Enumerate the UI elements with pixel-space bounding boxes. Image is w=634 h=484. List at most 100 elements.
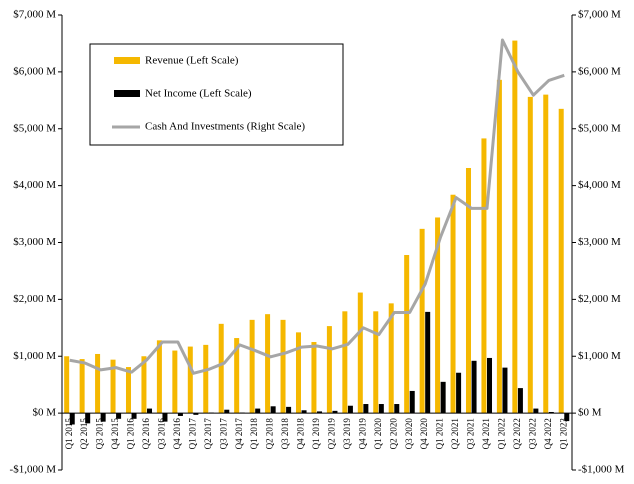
bar xyxy=(218,323,224,414)
bar xyxy=(533,408,539,414)
bar xyxy=(317,411,323,414)
bar xyxy=(517,388,523,414)
bar xyxy=(147,408,153,414)
x-tick-label: Q1 2018 xyxy=(249,418,259,450)
x-tick-label: Q3 2015 xyxy=(95,418,105,450)
bar xyxy=(419,228,425,414)
x-tick-label: Q3 2017 xyxy=(218,418,228,450)
bar xyxy=(255,408,261,414)
x-tick-label: Q1 2023 xyxy=(558,418,568,450)
bar xyxy=(347,405,353,414)
bar xyxy=(404,255,410,414)
x-tick-label: Q1 2017 xyxy=(187,418,197,450)
bar xyxy=(85,413,91,424)
y2-tick-label: $3,000 M xyxy=(578,236,621,248)
legend-swatch xyxy=(114,90,140,97)
bar xyxy=(342,311,348,414)
x-tick-label: Q4 2018 xyxy=(296,418,306,450)
bar xyxy=(125,367,131,414)
x-tick-label: Q2 2016 xyxy=(141,418,151,450)
bar xyxy=(425,311,431,414)
bar xyxy=(496,79,502,414)
x-tick-label: Q3 2018 xyxy=(280,418,290,450)
bar xyxy=(373,311,379,414)
x-tick-label: Q1 2022 xyxy=(497,418,507,449)
x-tick-label: Q1 2020 xyxy=(373,418,383,450)
bar xyxy=(409,390,415,414)
bar xyxy=(69,413,75,425)
bar xyxy=(265,314,271,414)
x-tick-label: Q4 2017 xyxy=(234,418,244,450)
y-tick-label: $0 M xyxy=(32,407,56,419)
bar xyxy=(64,356,70,414)
legend-label: Revenue (Left Scale) xyxy=(145,55,239,67)
x-tick-label: Q4 2021 xyxy=(481,418,491,449)
legend-label: Net Income (Left Scale) xyxy=(145,88,252,100)
y-tick-label: $5,000 M xyxy=(13,122,56,134)
bar xyxy=(465,167,471,414)
x-tick-label: Q2 2021 xyxy=(450,418,460,449)
x-tick-label: Q2 2017 xyxy=(203,418,213,450)
x-tick-label: Q3 2020 xyxy=(404,418,414,450)
bar xyxy=(224,409,230,414)
bar xyxy=(388,303,394,414)
bar xyxy=(203,344,209,414)
bar xyxy=(548,411,554,414)
bar xyxy=(450,194,456,414)
bar xyxy=(435,217,441,414)
y-tick-label: $6,000 M xyxy=(13,65,56,77)
bar xyxy=(249,319,255,414)
x-tick-label: Q1 2019 xyxy=(311,418,321,450)
bar xyxy=(95,353,101,414)
bar xyxy=(280,319,286,414)
x-tick-label: Q2 2022 xyxy=(512,418,522,449)
y2-tick-label: -$1,000 M xyxy=(578,464,625,476)
bar xyxy=(156,340,162,414)
y-tick-label: $1,000 M xyxy=(13,350,56,362)
bar xyxy=(172,350,178,414)
bar xyxy=(378,404,384,414)
y2-tick-label: $5,000 M xyxy=(578,122,621,134)
x-tick-label: Q3 2022 xyxy=(527,418,537,449)
bar xyxy=(481,138,487,414)
bar xyxy=(193,413,199,415)
x-tick-label: Q4 2022 xyxy=(543,418,553,449)
y-tick-label: $3,000 M xyxy=(13,236,56,248)
x-tick-label: Q1 2016 xyxy=(126,418,136,450)
legend-label: Cash And Investments (Right Scale) xyxy=(145,121,305,133)
y-tick-label: -$1,000 M xyxy=(10,464,57,476)
bar xyxy=(79,359,85,414)
bar xyxy=(270,406,276,414)
bar xyxy=(527,96,533,414)
bar xyxy=(162,413,168,422)
bar xyxy=(456,372,462,414)
x-tick-label: Q2 2018 xyxy=(265,418,275,450)
bar xyxy=(100,413,106,422)
bar xyxy=(177,413,183,416)
x-tick-label: Q4 2016 xyxy=(172,418,182,450)
bar xyxy=(363,404,369,414)
y2-tick-label: $0 M xyxy=(578,407,602,419)
y2-tick-label: $1,000 M xyxy=(578,350,621,362)
bar xyxy=(332,410,338,414)
line xyxy=(69,38,565,375)
bar xyxy=(543,94,549,414)
x-tick-label: Q3 2016 xyxy=(157,418,167,450)
bar xyxy=(326,326,332,414)
bar xyxy=(558,108,564,414)
bar xyxy=(512,40,518,414)
bar xyxy=(131,413,137,419)
bar xyxy=(440,381,446,414)
y2-tick-label: $6,000 M xyxy=(578,65,621,77)
x-tick-label: Q2 2020 xyxy=(388,418,398,450)
bar xyxy=(234,338,240,414)
bar xyxy=(311,342,317,414)
bar xyxy=(357,292,363,414)
x-tick-label: Q3 2021 xyxy=(466,418,476,449)
bar xyxy=(394,404,400,414)
bar xyxy=(110,359,116,414)
x-tick-label: Q4 2015 xyxy=(110,418,120,450)
x-tick-label: Q2 2019 xyxy=(327,418,337,450)
y2-tick-label: $4,000 M xyxy=(578,179,621,191)
